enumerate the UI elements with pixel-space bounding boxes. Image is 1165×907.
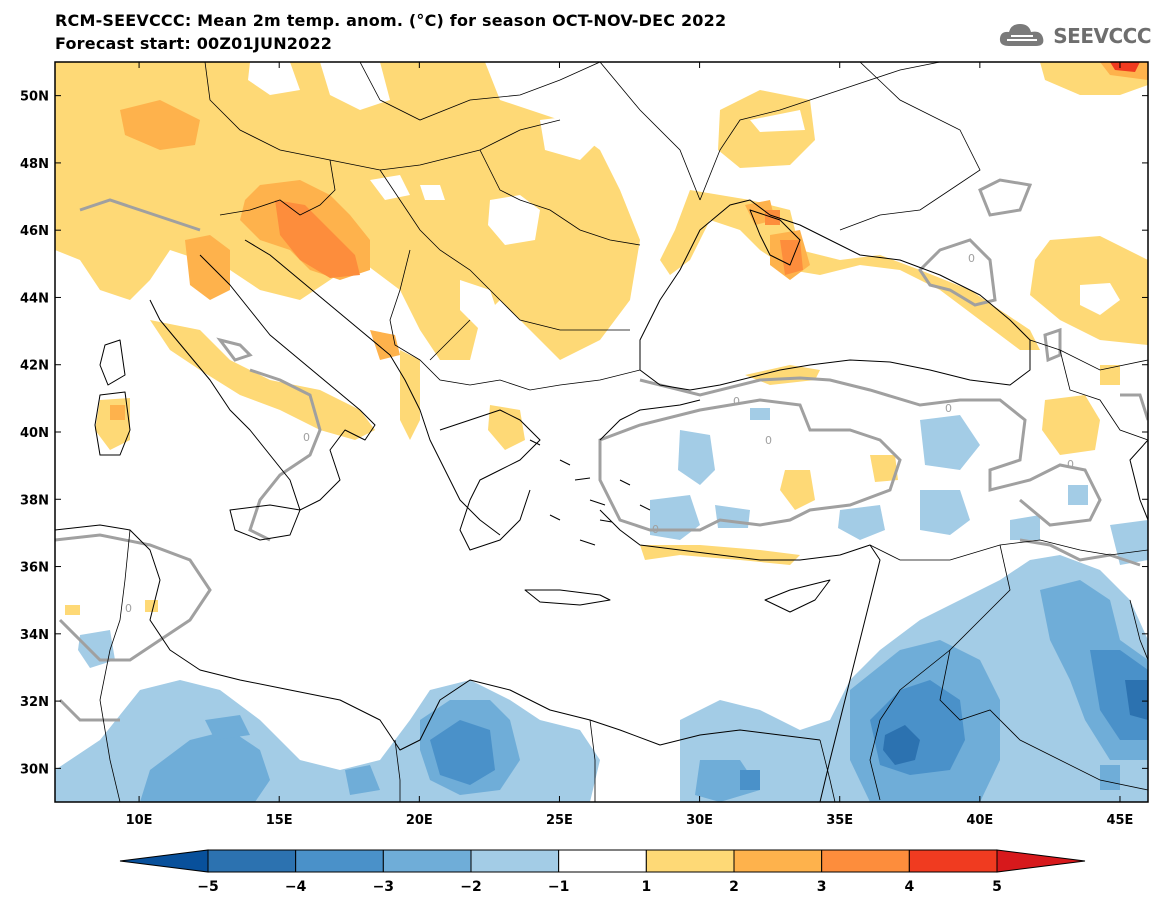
lat-tick-label: 42N — [20, 359, 49, 374]
colorbar-label: 2 — [729, 879, 739, 895]
lon-tick-label: 15E — [266, 813, 293, 828]
colorbar-label: 5 — [992, 879, 1002, 895]
lat-tick-label: 30N — [20, 762, 49, 777]
lon-tick-label: 25E — [546, 813, 573, 828]
contour-label: 0 — [303, 431, 310, 444]
colorbar-segment — [470, 849, 560, 873]
lat-tick-label: 32N — [20, 695, 49, 710]
lon-tick-label: 10E — [126, 813, 153, 828]
colorbar-max-arrow — [996, 849, 1086, 873]
contour-label: 0 — [652, 523, 659, 536]
colorbar-segment — [908, 849, 998, 873]
forecast-start-label: Forecast start: 00Z01JUN2022 — [55, 34, 333, 53]
colorbar-label: −1 — [548, 879, 569, 895]
longitude-axis: 10E 15E 20E 25E 30E 35E 40E 45E — [126, 62, 1133, 828]
cool-anomaly-fill-4 — [883, 680, 1148, 765]
colorbar-segment — [558, 849, 647, 873]
latitude-axis: 30N 32N 34N 36N 38N 40N 42N 44N 46N 48N 50N — [20, 90, 1148, 777]
country-borders — [99, 62, 1148, 802]
colorbar-label: −3 — [373, 879, 394, 895]
lat-tick-label: 34N — [20, 628, 49, 643]
colorbar: −5 −4 −3 −2 −1 1 2 3 4 5 — [119, 849, 1086, 895]
colorbar-label: −4 — [285, 879, 307, 895]
colorbar-segment — [382, 849, 472, 873]
coastlines — [55, 199, 1148, 802]
colorbar-label: 3 — [817, 879, 827, 895]
contour-label: 0 — [125, 602, 132, 615]
lat-tick-label: 38N — [20, 493, 49, 508]
zero-contours — [55, 178, 1148, 722]
colorbar-segment — [207, 849, 297, 873]
colorbar-label: −2 — [460, 879, 481, 895]
colorbar-label: 1 — [641, 879, 651, 895]
map-title: RCM-SEEVCCC: Mean 2m temp. anom. (°C) fo… — [55, 11, 727, 30]
contour-label: 0 — [1067, 458, 1074, 471]
cloud-icon — [1000, 24, 1044, 46]
colorbar-segment — [645, 849, 735, 873]
neutral-gaps — [55, 62, 1120, 330]
contour-label: 0 — [765, 434, 772, 447]
lon-tick-label: 30E — [686, 813, 713, 828]
logo-text: SEEVCCC — [1053, 24, 1151, 48]
lon-tick-label: 20E — [406, 813, 433, 828]
lon-tick-label: 35E — [826, 813, 853, 828]
colorbar-segment — [821, 849, 910, 873]
contour-label: 0 — [945, 402, 952, 415]
lat-tick-label: 48N — [20, 157, 49, 172]
lat-tick-label: 44N — [20, 291, 49, 306]
colorbar-label: 4 — [904, 879, 914, 895]
lon-tick-label: 45E — [1106, 813, 1133, 828]
lon-tick-label: 40E — [966, 813, 993, 828]
colorbar-segment — [295, 849, 384, 873]
colorbar-segment — [733, 849, 823, 873]
lat-tick-label: 46N — [20, 224, 49, 239]
contour-label: 0 — [733, 395, 740, 408]
colorbar-label: −5 — [197, 879, 218, 895]
contour-label: 0 — [968, 252, 975, 265]
warm-anomaly-fill-3 — [275, 200, 803, 278]
warm-anomaly-fill-4 — [1110, 62, 1140, 72]
lat-tick-label: 40N — [20, 426, 49, 441]
colorbar-min-arrow — [119, 849, 209, 873]
seevccc-logo: SEEVCCC — [997, 20, 1151, 52]
map-content: 0 0 0 0 0 0 0 0 — [55, 62, 1148, 802]
lat-tick-label: 50N — [20, 90, 49, 105]
lat-tick-label: 36N — [20, 561, 49, 576]
